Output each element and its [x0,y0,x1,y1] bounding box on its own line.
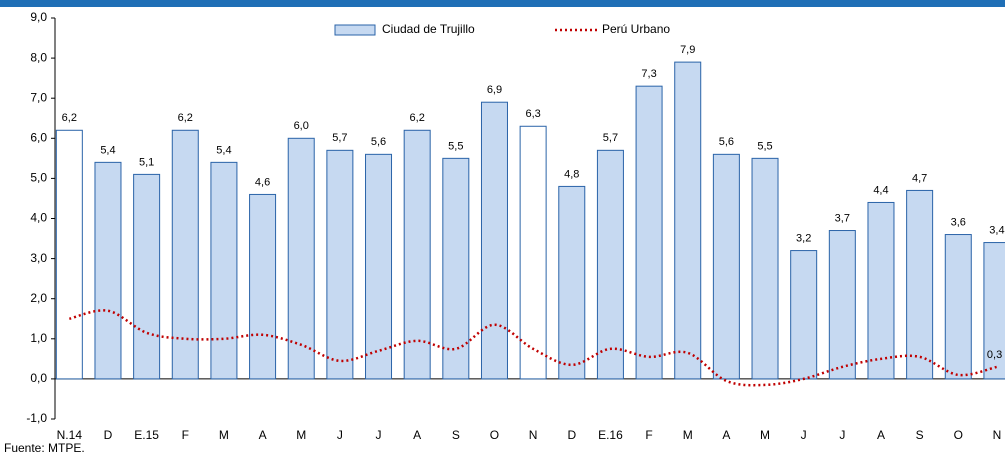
bar [906,189,934,380]
x-tick-label: N [993,428,1002,442]
bar [867,201,895,380]
x-tick-label: J [376,428,382,442]
bar [519,125,547,380]
value-label: 3,2 [796,232,811,244]
value-label: 7,3 [641,68,656,80]
value-label: 5,7 [603,132,618,144]
x-tick-label: N [529,428,538,442]
x-tick-label: O [490,428,499,442]
y-tick-label: 0,0 [30,371,47,385]
x-tick-label: D [567,428,576,442]
header-strip [0,0,1005,7]
line [69,309,998,387]
y-tick-label: -1,0 [26,411,47,425]
y-tick-label: 2,0 [30,291,47,305]
x-tick-label: F [645,428,652,442]
value-label: 5,6 [719,136,734,148]
value-label: 6,2 [410,112,425,124]
bar [55,129,83,380]
legend-label: Perú Urbano [602,22,670,36]
x-tick-label: N.14 [57,428,83,442]
value-label: 6,2 [62,112,77,124]
bar [558,185,586,380]
bar [790,250,818,380]
bar [712,153,740,380]
value-label: 7,9 [680,44,695,56]
y-tick-label: 1,0 [30,331,47,345]
value-label: 6,3 [525,108,540,120]
x-tick-label: D [104,428,113,442]
y-tick-label: 6,0 [30,130,47,144]
x-tick-label: M [683,428,693,442]
value-label: 4,7 [912,172,927,184]
bar [403,129,431,380]
value-label: 3,6 [951,216,966,228]
bar [171,129,199,380]
value-label: 5,4 [100,144,115,156]
value-label: 5,4 [216,144,231,156]
bar [249,193,277,380]
bar [133,173,161,380]
x-tick-label: E.15 [134,428,159,442]
x-tick-label: O [954,428,963,442]
bar [287,137,315,380]
value-label: 5,1 [139,156,154,168]
bar [596,149,624,380]
y-tick-label: 7,0 [30,90,47,104]
bar [94,161,122,380]
value-label: 0,3 [987,349,1002,361]
value-label: 4,6 [255,176,270,188]
value-label: 5,6 [371,136,386,148]
value-label: 3,7 [835,212,850,224]
value-label: 6,9 [487,84,502,96]
x-tick-label: M [219,428,229,442]
value-label: 6,2 [178,112,193,124]
bar [983,242,1005,380]
y-tick-label: 9,0 [30,10,47,24]
bar [944,234,972,380]
legend-swatch [334,24,376,36]
value-label: 4,8 [564,168,579,180]
x-tick-label: M [760,428,770,442]
y-tick-label: 8,0 [30,50,47,64]
x-tick-label: S [452,428,460,442]
legend-label: Ciudad de Trujillo [382,22,475,36]
bar [674,61,702,380]
x-tick-label: A [413,428,421,442]
x-tick-label: J [839,428,845,442]
x-tick-label: F [182,428,189,442]
bar [828,230,856,380]
x-tick-label: E.16 [598,428,623,442]
source: Fuente: MTPE. [4,441,85,455]
bar [210,161,238,380]
value-label: 5,7 [332,132,347,144]
x-tick-label: M [296,428,306,442]
value-label: 4,4 [873,184,888,196]
bar [326,149,354,380]
x-tick-label: S [916,428,924,442]
bar [480,101,508,380]
x-tick-label: A [722,428,730,442]
bar [442,157,470,380]
value-label: 5,5 [448,140,463,152]
value-label: 6,0 [294,120,309,132]
bar [751,157,779,380]
x-tick-label: J [337,428,343,442]
value-label: 3,4 [989,224,1004,236]
x-tick-label: A [259,428,267,442]
bar [635,85,663,380]
bar [365,153,393,380]
y-tick-label: 4,0 [30,211,47,225]
y-tick-label: 3,0 [30,251,47,265]
value-label: 5,5 [757,140,772,152]
y-tick-label: 5,0 [30,171,47,185]
x-tick-label: A [877,428,885,442]
x-tick-label: J [801,428,807,442]
